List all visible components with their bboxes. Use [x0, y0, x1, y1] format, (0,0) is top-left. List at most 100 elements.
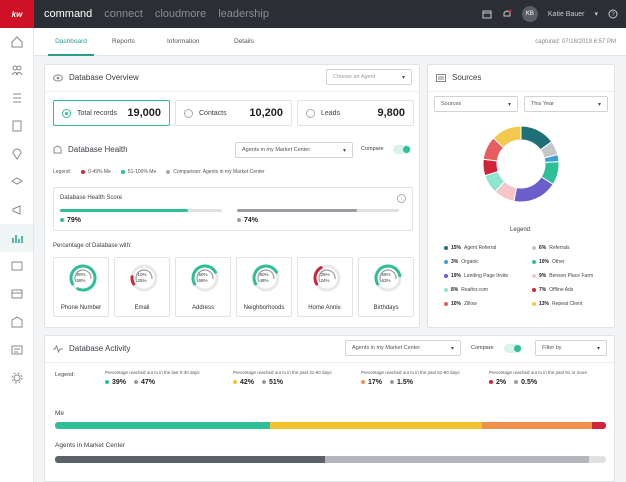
- activity-compare-toggle[interactable]: [504, 344, 522, 353]
- legend-label: Legend:: [53, 169, 72, 175]
- health-compare-select[interactable]: Agents in my Market Center ▾: [235, 142, 353, 158]
- activity-range-desc: Percentage reached out to in the past 61…: [361, 370, 460, 375]
- avatar[interactable]: KB: [521, 6, 538, 22]
- me-bar-61-90: [482, 422, 593, 429]
- sources-legend-title: Legend:: [510, 227, 532, 233]
- sources-title: Sources: [452, 73, 482, 82]
- gauge-card: 90% 58% Phone Number: [53, 257, 109, 317]
- sources-legend-item: 8% Realtor.com: [444, 287, 488, 293]
- activity-header: Database Activity: [53, 344, 130, 353]
- filter-by-select[interactable]: Filter by ▾: [535, 340, 607, 356]
- health-legend: Legend: 0-49% Me 51-100% Me Comparison: …: [53, 169, 265, 175]
- sidebar-item-listings[interactable]: [0, 280, 33, 308]
- sources-legend-item: 10% Other: [532, 259, 565, 265]
- agent-select[interactable]: Choose an Agent ▾: [326, 69, 412, 85]
- sidebar-item-home[interactable]: [0, 28, 33, 56]
- sidebar: [0, 28, 34, 482]
- nav-command[interactable]: command: [44, 8, 93, 20]
- svg-text:?: ?: [611, 12, 615, 18]
- activity-legend-group: Percentage reached out to in the past 31…: [233, 370, 345, 386]
- tab-dashboard[interactable]: Dashboard: [48, 28, 94, 56]
- sidebar-item-gallery[interactable]: [0, 252, 33, 280]
- sidebar-item-contacts[interactable]: [0, 56, 33, 84]
- contacts-value: 10,200: [249, 107, 283, 119]
- help-icon[interactable]: ?: [608, 9, 618, 19]
- sources-donut-chart: [482, 125, 560, 203]
- divider: [45, 362, 614, 363]
- activity-compare-select[interactable]: Agents in my Market Center ▾: [345, 340, 461, 356]
- activity-legend-group: Percentage reached out to in the past 61…: [361, 370, 473, 386]
- chevron-down-icon: ▾: [450, 345, 454, 352]
- sidebar-item-training[interactable]: [0, 168, 33, 196]
- sources-period-select[interactable]: This Year ▾: [524, 96, 608, 112]
- mc-bar-primary: [55, 456, 325, 463]
- mail-icon: [11, 316, 22, 328]
- donut-slice: [513, 176, 554, 203]
- bell-icon[interactable]: [502, 9, 512, 19]
- kw-logo[interactable]: kw: [0, 0, 34, 28]
- gauge-label: Address: [191, 305, 214, 311]
- compare-toggle[interactable]: [393, 145, 411, 154]
- gauge-value-me: 25%: [320, 272, 330, 277]
- sidebar-item-tasks[interactable]: [0, 84, 33, 112]
- contacts-label: Contacts: [199, 109, 227, 117]
- chevron-down-icon: ▾: [401, 74, 405, 81]
- people-icon: [11, 65, 22, 76]
- overview-header: Database Overview: [53, 73, 139, 82]
- health-score-compare-track: [237, 209, 399, 212]
- me-activity-bar: [55, 422, 606, 429]
- gauge-value-compare: 58%: [198, 278, 208, 283]
- gauge-ring: [191, 264, 219, 292]
- sources-type-select[interactable]: Sources ▾: [434, 96, 518, 112]
- sources-card: Sources Sources ▾ This Year ▾ Legend: 15% A…: [427, 64, 615, 328]
- sources-legend-item: 19% Landing Page Invite: [444, 273, 508, 279]
- legend-item-low: 0-49% Me: [81, 169, 111, 175]
- tab-information[interactable]: Information: [167, 38, 200, 45]
- sidebar-item-locations[interactable]: [0, 140, 33, 168]
- gauge-card: 10% 25% Email: [114, 257, 170, 317]
- sources-header: Sources: [436, 73, 481, 82]
- health-score-me: 79%: [60, 217, 81, 224]
- radio-button: [62, 108, 71, 118]
- calendar-icon[interactable]: [482, 9, 492, 19]
- sidebar-item-insights[interactable]: [0, 224, 33, 252]
- nav-cloudmore[interactable]: cloudmore: [154, 8, 207, 20]
- sidebar-item-messages[interactable]: [0, 308, 33, 336]
- contacts-option[interactable]: Contacts 10,200: [175, 100, 292, 126]
- gauge-values: 25% 24%: [298, 272, 352, 284]
- leads-option[interactable]: Leads 9,800: [297, 100, 414, 126]
- activity-compare-label: Compare: [471, 345, 494, 351]
- tab-details[interactable]: Details: [234, 38, 254, 45]
- tab-reports[interactable]: Reports: [112, 38, 135, 45]
- gear-icon: [11, 372, 22, 384]
- leads-label: Leads: [321, 109, 341, 117]
- user-name[interactable]: Katie Bauer: [547, 10, 585, 18]
- sidebar-item-settings[interactable]: [0, 364, 33, 392]
- nav-connect[interactable]: connect: [104, 8, 143, 20]
- chevron-down-icon[interactable]: ▾: [594, 11, 598, 18]
- info-icon[interactable]: i: [397, 194, 406, 203]
- gauge-label: Phone Number: [60, 305, 102, 311]
- sources-legend-item: 7% Offline Ads: [532, 287, 573, 293]
- total-records-option[interactable]: Total records 19,000: [53, 100, 170, 126]
- top-bar: kw command connect cloudmore leadership …: [0, 0, 626, 28]
- gauge-ring: [69, 264, 97, 292]
- gauge-value-compare: 48%: [259, 278, 269, 283]
- agent-select-value: Choose an Agent: [333, 74, 376, 80]
- graduation-icon: [10, 177, 23, 185]
- compare-label: Compare: [361, 146, 384, 152]
- market-center-label: Agents in Market Center: [55, 442, 126, 449]
- sources-legend-item: 15% Agent Referral: [444, 245, 496, 251]
- sidebar-item-marketing[interactable]: [0, 196, 33, 224]
- gauge-card: 50% 58% Address: [175, 257, 231, 317]
- donut-slice: [492, 125, 522, 149]
- sidebar-item-reports[interactable]: [0, 336, 33, 364]
- sidebar-item-documents[interactable]: [0, 112, 33, 140]
- gauge-card: 25% 24% Home Anniv.: [297, 257, 353, 317]
- nav-leadership[interactable]: leadership: [218, 8, 269, 20]
- radio-button: [306, 108, 315, 118]
- activity-range-desc: Percentage reached out to in the past 31…: [233, 370, 332, 375]
- gauge-label: Neighborhoods: [243, 305, 285, 311]
- chevron-down-icon: ▾: [507, 101, 511, 108]
- gauge-values: 50% 48%: [237, 272, 291, 284]
